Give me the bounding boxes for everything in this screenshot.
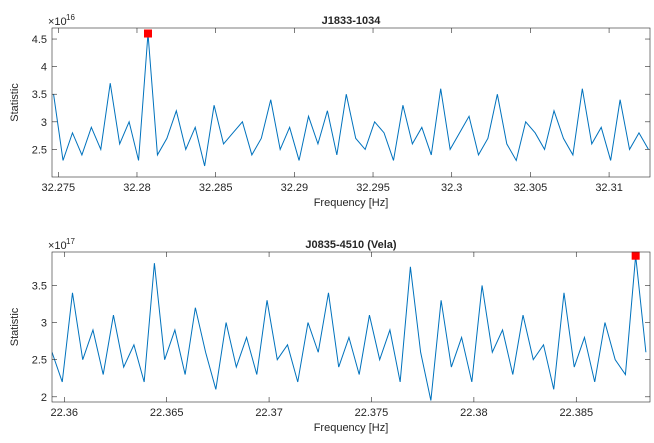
y-tick-label: 3.5 (32, 89, 47, 101)
y-tick-label: 4 (41, 62, 47, 74)
chart-title: J1833-1034 (322, 15, 382, 27)
peak-marker (631, 251, 640, 260)
y-multiplier: ×10 (48, 16, 67, 28)
x-tick-label: 32.3 (441, 182, 462, 194)
y-multiplier-exponent: 16 (66, 13, 75, 22)
x-axis-label: Frequency [Hz] (314, 197, 389, 209)
x-tick-label: 22.37 (255, 407, 283, 419)
axes-box (51, 27, 651, 178)
y-axis-label: Statistic (9, 307, 21, 346)
y-tick-label: 2 (41, 392, 47, 404)
y-tick-label: 3 (41, 318, 47, 330)
data-line (52, 255, 647, 401)
y-multiplier: ×10 (48, 240, 67, 252)
peak-marker (143, 29, 152, 38)
y-tick-label: 4.5 (32, 34, 47, 46)
y-tick-label: 3.5 (32, 280, 47, 292)
x-tick-label: 22.385 (559, 407, 593, 419)
x-tick-label: 22.38 (460, 407, 488, 419)
x-tick-label: 32.29 (281, 182, 309, 194)
chart-title: J0835-4510 (Vela) (305, 239, 396, 251)
y-tick-label: 3 (41, 117, 47, 129)
x-tick-label: 22.365 (150, 407, 184, 419)
x-tick-label: 32.28 (123, 182, 151, 194)
x-tick-label: 32.275 (41, 182, 75, 194)
x-tick-label: 32.31 (595, 182, 623, 194)
plot-area (52, 28, 650, 177)
x-tick-label: 32.285 (199, 182, 233, 194)
plot-area (52, 252, 650, 402)
y-tick-label: 2.5 (32, 355, 47, 367)
data-line (53, 33, 649, 167)
x-tick-label: 22.375 (355, 407, 389, 419)
y-multiplier-exponent: 17 (66, 237, 75, 246)
x-tick-label: 22.36 (51, 407, 79, 419)
y-axis-label: Statistic (9, 83, 21, 122)
x-tick-label: 32.305 (514, 182, 548, 194)
axes-box (51, 251, 651, 403)
y-tick-label: 2.5 (32, 144, 47, 156)
x-tick-label: 32.295 (356, 182, 390, 194)
x-axis-label: Frequency [Hz] (314, 422, 389, 434)
